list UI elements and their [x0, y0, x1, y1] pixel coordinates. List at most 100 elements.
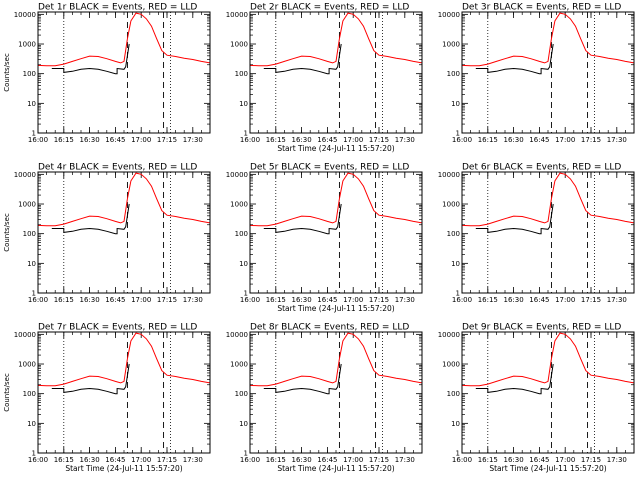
series-events-line: [475, 363, 554, 395]
x-tick-label: 16:45: [529, 136, 549, 144]
x-tick-label: 17:00: [555, 136, 575, 144]
y-tick-label: 1: [456, 130, 460, 138]
x-tick-label: 16:30: [504, 456, 524, 464]
panel-title: Det 8r BLACK = Events, RED = LLD: [250, 323, 409, 333]
x-tick-label: 16:30: [292, 296, 312, 304]
x-tick-label: 16:45: [105, 296, 125, 304]
x-tick-label: 16:15: [478, 136, 498, 144]
series-events-line: [263, 203, 342, 235]
y-tick-label: 10: [27, 260, 36, 268]
x-tick-label: 16:00: [452, 136, 472, 144]
x-tick-label: 16:30: [504, 296, 524, 304]
x-tick-label: 16:45: [529, 456, 549, 464]
y-tick-label: 100: [23, 390, 36, 398]
x-tick-label: 17:00: [343, 136, 363, 144]
y-tick-label: 10000: [14, 331, 36, 339]
y-tick-label: 100: [235, 70, 248, 78]
x-tick-label: 17:30: [395, 136, 415, 144]
x-tick-label: 17:15: [581, 296, 601, 304]
y-tick-label: 10000: [14, 171, 36, 179]
panel-title: Det 6r BLACK = Events, RED = LLD: [462, 163, 621, 173]
x-axis-label: Start Time (24-Jul-11 15:57:20): [277, 144, 394, 153]
y-tick-label: 1: [244, 130, 248, 138]
x-tick-label: 16:30: [504, 136, 524, 144]
series-events-line: [475, 203, 554, 235]
y-tick-label: 1: [456, 450, 460, 458]
x-tick-label: 16:15: [266, 136, 286, 144]
series-lld-line: [461, 172, 635, 227]
x-tick-label: 16:00: [240, 296, 260, 304]
series-events-line: [51, 363, 130, 395]
panel-title: Det 1r BLACK = Events, RED = LLD: [38, 3, 197, 13]
y-tick-label: 10: [27, 420, 36, 428]
plot-frame: [37, 171, 211, 294]
y-tick-label: 10000: [14, 11, 36, 19]
y-tick-label: 10: [239, 100, 248, 108]
y-tick-label: 10000: [226, 11, 248, 19]
y-tick-label: 1: [32, 130, 36, 138]
x-tick-label: 16:15: [54, 456, 74, 464]
y-tick-label: 1000: [230, 361, 248, 369]
panel-title: Det 7r BLACK = Events, RED = LLD: [38, 323, 197, 333]
y-tick-label: 10000: [438, 11, 460, 19]
x-tick-label: 17:15: [581, 136, 601, 144]
y-tick-label: 1000: [18, 361, 36, 369]
y-tick-label: 1: [244, 450, 248, 458]
panel-det-9: Det 9r BLACK = Events, RED = LLD 1 10 100 10…: [438, 323, 635, 473]
x-tick-label: 17:15: [369, 136, 389, 144]
y-tick-label: 100: [23, 230, 36, 238]
y-tick-label: 10: [27, 100, 36, 108]
series-lld-line: [37, 332, 211, 387]
panel-title: Det 3r BLACK = Events, RED = LLD: [462, 3, 621, 13]
series-lld-line: [37, 12, 211, 67]
y-tick-label: 10: [451, 100, 460, 108]
x-tick-label: 17:00: [131, 296, 151, 304]
x-tick-label: 16:15: [266, 296, 286, 304]
x-tick-label: 16:45: [529, 296, 549, 304]
x-tick-label: 17:00: [343, 296, 363, 304]
x-tick-label: 16:45: [105, 456, 125, 464]
series-events-line: [51, 203, 130, 235]
series-events-line: [263, 363, 342, 395]
x-axis-label: Start Time (24-Jul-11 15:57:20): [277, 304, 394, 313]
x-tick-label: 17:30: [183, 456, 203, 464]
x-tick-label: 16:15: [266, 456, 286, 464]
panel-title: Det 9r BLACK = Events, RED = LLD: [462, 323, 621, 333]
x-tick-label: 16:30: [292, 136, 312, 144]
x-tick-label: 16:00: [28, 456, 48, 464]
y-axis-label: Counts/sec: [3, 373, 11, 412]
y-tick-label: 100: [235, 390, 248, 398]
y-axis-label: Counts/sec: [3, 213, 11, 252]
x-axis-label: Start Time (24-Jul-11 15:57:20): [277, 464, 394, 473]
y-tick-label: 100: [447, 70, 460, 78]
y-axis-label: Counts/sec: [3, 53, 11, 92]
panel-title: Det 4r BLACK = Events, RED = LLD: [38, 163, 197, 173]
panel-det-3: Det 3r BLACK = Events, RED = LLD 1 10 100 10…: [438, 3, 635, 144]
plot-frame: [461, 171, 635, 294]
series-events-line: [51, 43, 130, 75]
plot-frame: [37, 11, 211, 134]
x-tick-label: 17:15: [581, 456, 601, 464]
x-tick-label: 17:00: [131, 456, 151, 464]
x-tick-label: 17:00: [555, 456, 575, 464]
y-tick-label: 1000: [18, 41, 36, 49]
x-tick-label: 17:00: [131, 136, 151, 144]
series-events-line: [263, 43, 342, 75]
x-tick-label: 16:00: [240, 456, 260, 464]
series-lld-line: [249, 12, 423, 67]
panel-det-7: Det 7r BLACK = Events, RED = LLD 1 10 100 10…: [3, 323, 211, 473]
y-tick-label: 10: [451, 420, 460, 428]
y-tick-label: 10000: [226, 331, 248, 339]
y-tick-label: 10000: [438, 331, 460, 339]
series-lld-line: [249, 172, 423, 227]
x-tick-label: 17:30: [395, 456, 415, 464]
y-tick-label: 1: [32, 290, 36, 298]
plot-frame: [249, 331, 423, 454]
x-tick-label: 16:30: [80, 296, 100, 304]
x-axis-label: Start Time (24-Jul-11 15:57:20): [489, 464, 606, 473]
plot-frame: [249, 11, 423, 134]
x-tick-label: 16:00: [28, 136, 48, 144]
x-tick-label: 17:15: [369, 456, 389, 464]
x-tick-label: 17:15: [369, 296, 389, 304]
y-tick-label: 1000: [230, 201, 248, 209]
